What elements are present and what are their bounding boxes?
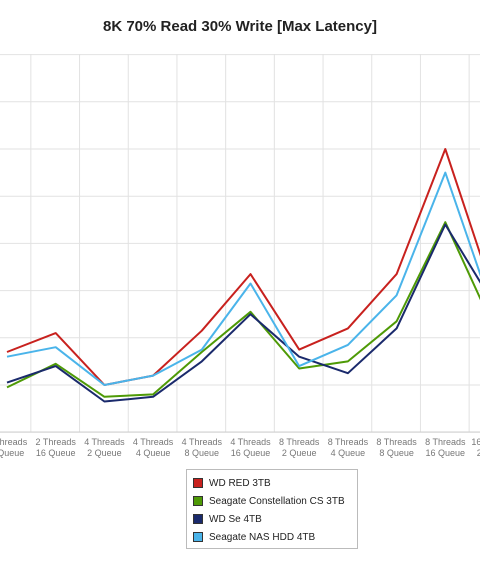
- legend-label: Seagate NAS HDD 4TB: [209, 531, 316, 543]
- x-tick-label: 4 Threads 8 Queue: [182, 437, 223, 458]
- series-line-1: [6, 148, 480, 386]
- x-tick-label: 4 Threads 16 Queue: [230, 437, 271, 458]
- x-tick-label: 4 Threads 4 Queue: [133, 437, 174, 458]
- x-tick-label: 8 Threads 2 Queue: [279, 437, 320, 458]
- x-tick-label: 4 Threads 2 Queue: [84, 437, 125, 458]
- x-tick-label: 2 Threads 16 Queue: [36, 437, 77, 458]
- legend-item: WD Se 4TB: [193, 510, 357, 528]
- legend-swatch: [193, 496, 203, 506]
- x-tick-label: 8 Threads 8 Queue: [376, 437, 417, 458]
- legend-label: WD RED 3TB: [209, 477, 271, 489]
- series-line-3: [6, 223, 480, 403]
- series-line-2: [6, 221, 480, 398]
- legend-swatch: [193, 514, 203, 524]
- legend: WD RED 3TB Seagate Constellation CS 3TB WD…: [186, 469, 358, 549]
- series-line-4: [6, 171, 480, 386]
- chart-title: 8K 70% Read 30% Write [Max Latency]: [103, 18, 377, 35]
- legend-swatch: [193, 532, 203, 542]
- legend-swatch: [193, 478, 203, 488]
- series-lines: [6, 148, 480, 403]
- legend-item: Seagate Constellation CS 3TB: [193, 492, 357, 510]
- x-tick-label: 8 Threads 16 Queue: [425, 437, 466, 458]
- grid-lines: [0, 54, 480, 433]
- x-tick-label: 8 Threads 4 Queue: [328, 437, 369, 458]
- legend-item: WD RED 3TB: [193, 474, 357, 492]
- legend-label: WD Se 4TB: [209, 513, 262, 525]
- legend-label: Seagate Constellation CS 3TB: [209, 495, 345, 507]
- legend-item: Seagate NAS HDD 4TB: [193, 528, 357, 546]
